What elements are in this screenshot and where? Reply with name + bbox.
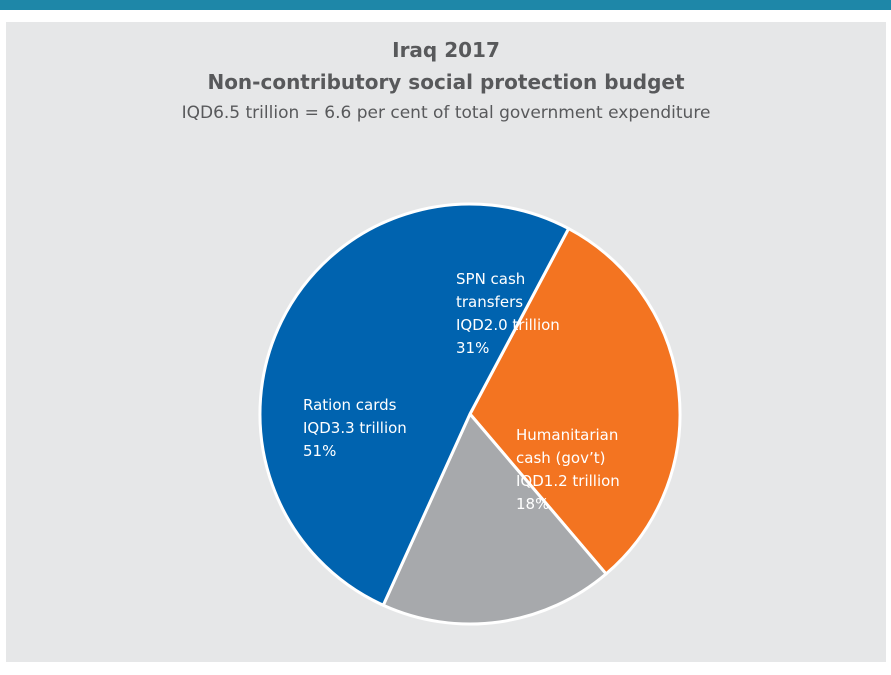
slice-label-line: IQD1.2 trillion [516, 472, 620, 490]
chart-title-line2: Non-contributory social protection budge… [207, 70, 685, 94]
slice-ration-cards [258, 202, 571, 607]
chart-subtitle: IQD6.5 trillion = 6.6 per cent of total … [181, 103, 711, 123]
slice-label-line: 18% [516, 495, 549, 513]
pie-chart: SPN cash transfers IQD2.0 trillion 31% Human… [258, 202, 682, 626]
slice-spn-cash-transfers-label: SPN cash transfers IQD2.0 trillion 31% [456, 270, 560, 357]
slice-label-line: cash (gov’t) [516, 449, 605, 467]
slice-label-line: 31% [456, 339, 489, 357]
slice-label-line: transfers [456, 293, 523, 311]
slice-label-line: 51% [303, 442, 336, 460]
chart-title-line1: Iraq 2017 [392, 38, 500, 62]
slice-humanitarian-cash-label: Humanitarian cash (gov’t) IQD1.2 trillion 1… [516, 426, 620, 513]
slice-label-line: SPN cash [456, 270, 525, 288]
slice-label-line: Ration cards [303, 396, 397, 414]
chart-panel: Iraq 2017 Non-contributory social protec… [6, 22, 886, 662]
top-accent-bar [0, 0, 891, 10]
slice-label-line: Humanitarian [516, 426, 618, 444]
slice-label-line: IQD2.0 trillion [456, 316, 560, 334]
slice-spn-cash-transfers [468, 227, 682, 576]
slice-label-line: IQD3.3 trillion [303, 419, 407, 437]
slice-ration-cards-label: Ration cards IQD3.3 trillion 51% [303, 396, 407, 460]
slice-humanitarian-cash [381, 412, 608, 626]
